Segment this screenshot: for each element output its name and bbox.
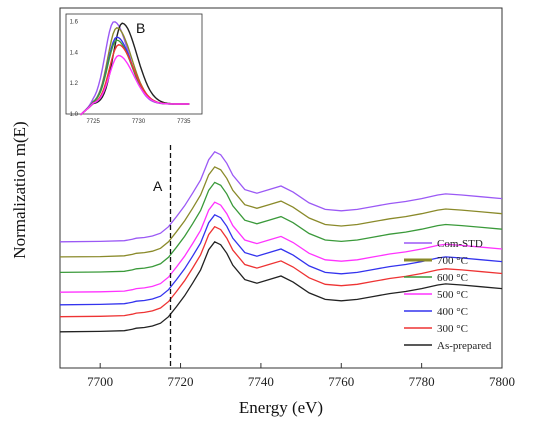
annotation-a: A bbox=[153, 178, 163, 194]
plot-frame bbox=[59, 7, 503, 369]
inset-y-tick-0: 1.0 bbox=[70, 112, 79, 118]
x-tick-label-1: 7720 bbox=[168, 374, 194, 389]
legend: Com-STD 700 °C 600 °C 500 °C 400 °C 300 °C As-… bbox=[404, 238, 492, 352]
curves-layer bbox=[59, 150, 503, 333]
inset-y-tick-2: 1.4 bbox=[70, 50, 79, 56]
x-axis-ticks: 7700 7720 7740 7760 7780 7800 bbox=[87, 363, 515, 389]
inset-y-tick-1: 1.2 bbox=[70, 81, 79, 87]
series-line-2 bbox=[59, 181, 503, 274]
series-line-3 bbox=[59, 201, 503, 293]
legend-label-4: 400 °C bbox=[437, 306, 468, 318]
series-line-6 bbox=[59, 240, 503, 333]
series-line-4 bbox=[59, 213, 503, 306]
legend-label-3: 500 °C bbox=[437, 289, 468, 301]
series-line-0 bbox=[59, 150, 503, 243]
inset-line-6 bbox=[80, 54, 190, 116]
inset-curves-layer bbox=[80, 21, 190, 116]
inset-x-tick-1: 7730 bbox=[132, 119, 146, 125]
x-axis-title: Energy (eV) bbox=[239, 398, 323, 417]
legend-label-2: 600 °C bbox=[437, 272, 468, 284]
x-tick-label-5: 7800 bbox=[489, 374, 515, 389]
x-tick-label-4: 7780 bbox=[409, 374, 435, 389]
y-axis-title: Normalization m(E) bbox=[10, 121, 29, 258]
inset-x-tick-2: 7735 bbox=[177, 119, 191, 125]
inset-y-tick-3: 1.6 bbox=[70, 20, 79, 26]
inset-ticks: 7725 7730 7735 1.0 1.2 1.4 1.6 bbox=[70, 20, 192, 125]
inset-plot: 7725 7730 7735 1.0 1.2 1.4 1.6 B bbox=[65, 13, 203, 125]
x-tick-label-2: 7740 bbox=[248, 374, 274, 389]
series-line-1 bbox=[59, 166, 503, 258]
inset-x-tick-0: 7725 bbox=[87, 119, 101, 125]
annotation-b: B bbox=[136, 20, 145, 36]
legend-label-6: As-prepared bbox=[437, 340, 492, 352]
legend-label-5: 300 °C bbox=[437, 323, 468, 335]
legend-label-1: 700 °C bbox=[437, 255, 468, 267]
legend-label-0: Com-STD bbox=[437, 238, 483, 250]
x-tick-label-0: 7700 bbox=[87, 374, 113, 389]
x-tick-label-3: 7760 bbox=[328, 374, 354, 389]
